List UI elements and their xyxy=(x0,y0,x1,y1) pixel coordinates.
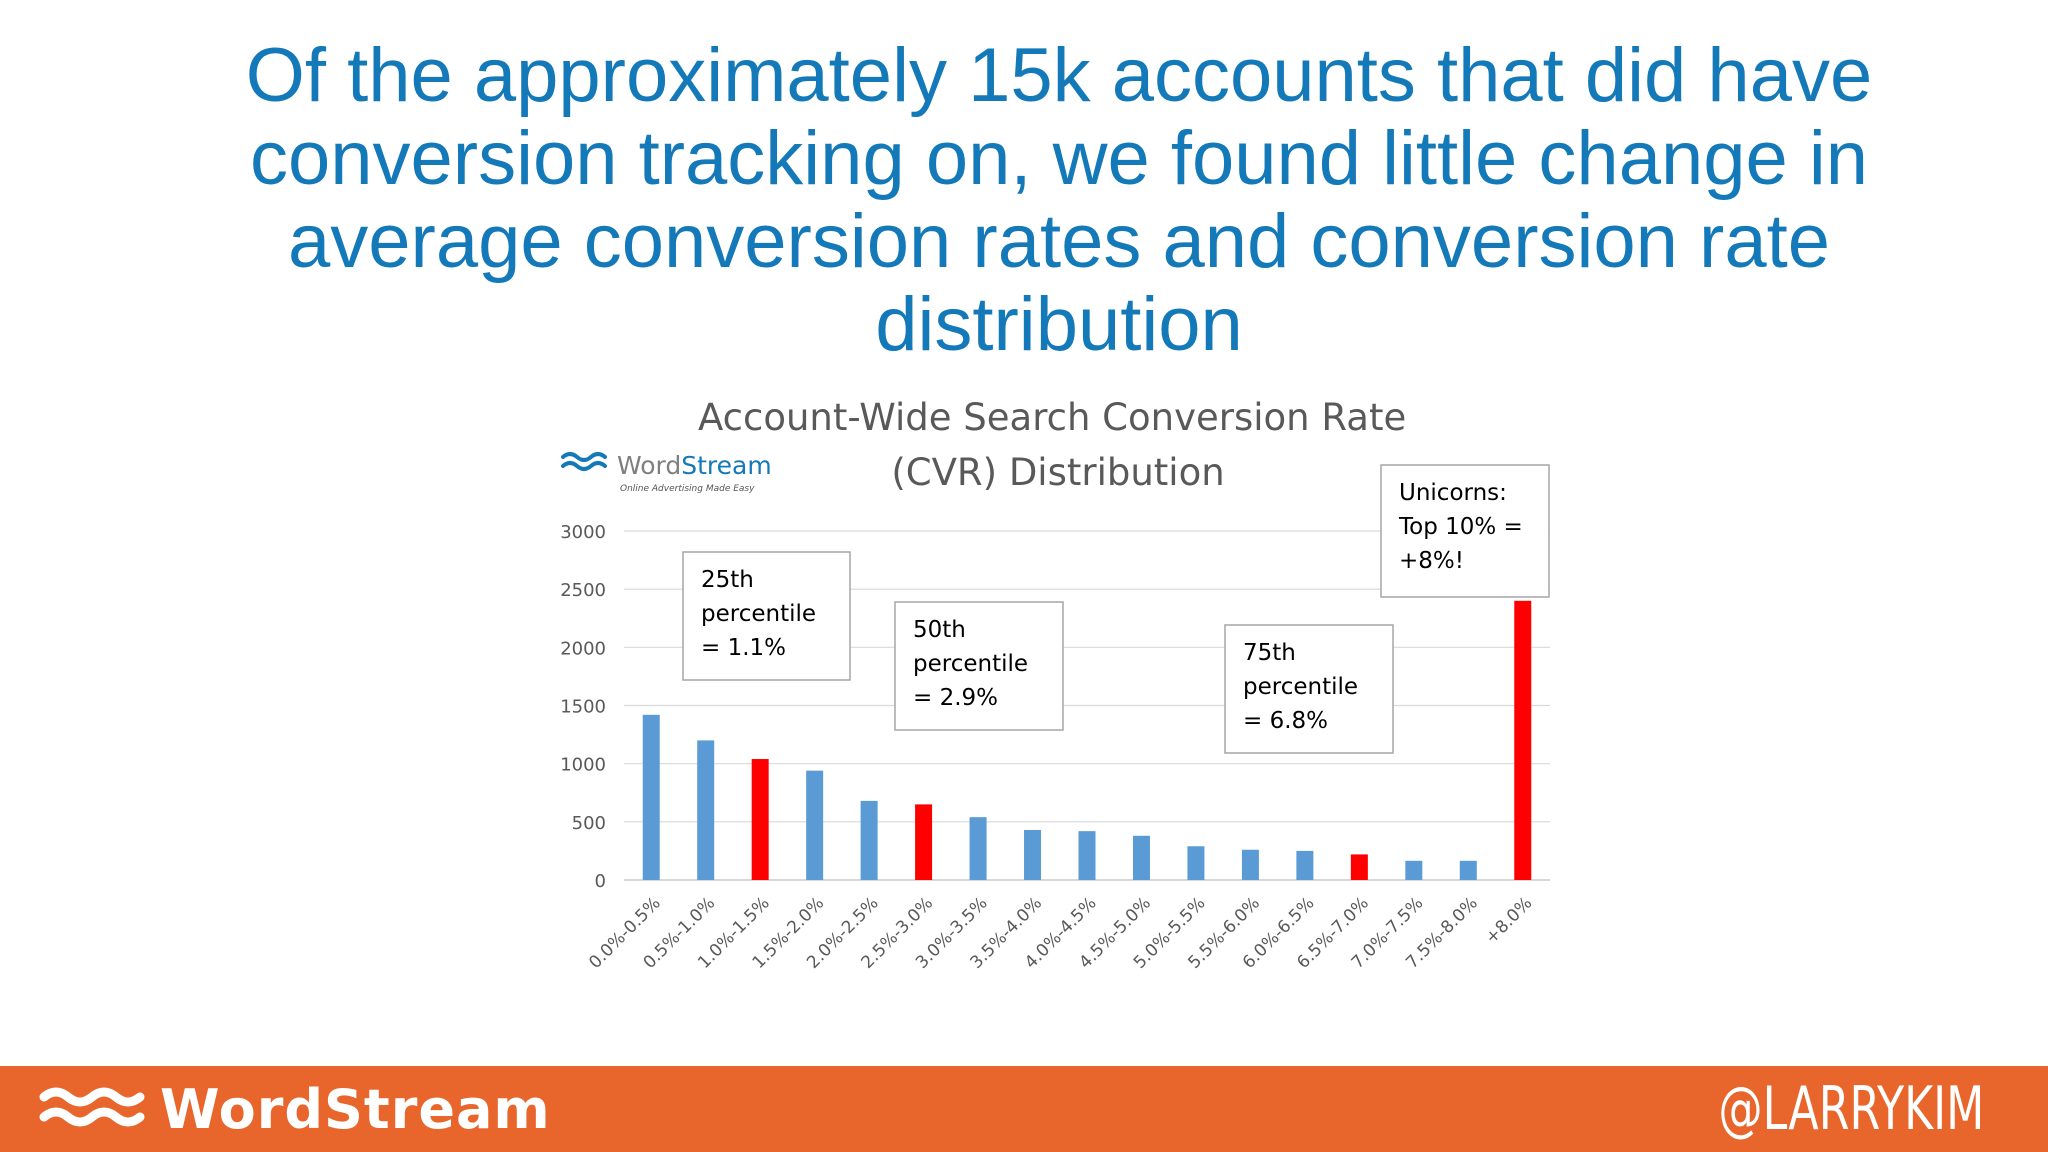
headline-line: Of the approximately 15k accounts that d… xyxy=(245,33,1873,118)
annotation-box: 75th percentile = 6.8% xyxy=(1224,624,1394,754)
annotation-text: percentile xyxy=(1243,674,1358,700)
bar-highlighted xyxy=(1514,600,1532,880)
y-axis-tick-labels: 0 500 1000 1500 2000 2500 3000 xyxy=(560,522,606,892)
chart-title-line: (CVR) Distribution xyxy=(891,451,1224,494)
y-tick-label: 0 xyxy=(595,871,606,892)
headline-line: distribution xyxy=(875,282,1243,367)
annotation-text: 75th xyxy=(1243,640,1296,666)
annotation-text: Top 10% = xyxy=(1398,514,1523,540)
bar xyxy=(1405,860,1423,880)
annotation-text: percentile xyxy=(701,601,816,627)
footer-bar: WordStream @LARRYKIM xyxy=(0,1066,2048,1152)
headline: Of the approximately 15k accounts that d… xyxy=(140,34,1978,366)
x-tick-label: +8.0% xyxy=(1482,893,1537,948)
bar xyxy=(1078,831,1096,880)
wave-icon xyxy=(561,452,607,471)
bar xyxy=(1459,860,1477,880)
footer-brand: WordStream xyxy=(38,1077,551,1141)
annotations: 25th percentile = 1.1% 50th percentile = 2.9%… xyxy=(682,464,1550,754)
annotation-text: = 1.1% xyxy=(701,635,786,661)
bar xyxy=(697,740,715,880)
y-tick-label: 1500 xyxy=(560,697,606,718)
bar xyxy=(1132,835,1150,880)
footer-brand-name: WordStream xyxy=(160,1077,551,1141)
footer-handle: @LARRYKIM xyxy=(1718,1074,1984,1144)
annotation-border xyxy=(1380,464,1550,598)
bar-highlighted xyxy=(1350,854,1368,880)
annotation-border xyxy=(1224,624,1394,754)
annotation-box: 50th percentile = 2.9% xyxy=(894,601,1064,731)
chart-title: Account-Wide Search Conversion Rate (CVR… xyxy=(698,396,1418,494)
annotation-border xyxy=(894,601,1064,731)
bar xyxy=(1241,849,1259,880)
bar xyxy=(1187,846,1205,880)
annotation-text: = 2.9% xyxy=(913,685,998,711)
logo-word: Word xyxy=(617,451,681,480)
annotation-text: 25th xyxy=(701,567,754,593)
annotation-border xyxy=(682,551,851,681)
logo-stream: Stream xyxy=(681,451,771,480)
bar xyxy=(860,800,878,880)
y-tick-label: 500 xyxy=(572,813,606,834)
bar xyxy=(969,817,987,880)
cvr-distribution-chart: WordStream Online Advertising Made Easy … xyxy=(560,396,1550,973)
wave-logo-icon xyxy=(39,1087,145,1127)
bar xyxy=(1024,829,1042,880)
svg-text:WordStream: WordStream xyxy=(617,451,772,480)
y-tick-label: 2500 xyxy=(560,580,606,601)
bar-highlighted xyxy=(751,759,769,880)
y-tick-label: 3000 xyxy=(560,522,606,543)
bar xyxy=(1296,850,1314,880)
annotation-box: 25th percentile = 1.1% xyxy=(682,551,851,681)
logo-tagline: Online Advertising Made Easy xyxy=(620,484,755,494)
y-tick-label: 2000 xyxy=(560,638,606,659)
headline-line: conversion tracking on, we found little … xyxy=(249,116,1869,201)
bar xyxy=(642,714,660,880)
annotation-text: Unicorns: xyxy=(1399,480,1507,506)
bars xyxy=(642,600,1532,880)
headline-line: average conversion rates and conversion … xyxy=(287,199,1830,284)
chart-title-line: Account-Wide Search Conversion Rate xyxy=(698,396,1406,439)
annotation-text: = 6.8% xyxy=(1243,708,1328,734)
annotation-box: Unicorns: Top 10% = +8%! xyxy=(1380,464,1550,598)
bar-highlighted xyxy=(915,804,933,880)
annotation-text: 50th xyxy=(913,617,966,643)
annotation-text: +8%! xyxy=(1399,548,1464,574)
chart-logo: WordStream Online Advertising Made Easy xyxy=(561,451,772,494)
annotation-text: percentile xyxy=(913,651,1028,677)
y-tick-label: 1000 xyxy=(560,755,606,776)
x-axis-tick-labels: 0.0%-0.5%0.5%-1.0%1.0%-1.5%1.5%-2.0%2.0%… xyxy=(585,893,1536,973)
bar xyxy=(806,770,824,880)
